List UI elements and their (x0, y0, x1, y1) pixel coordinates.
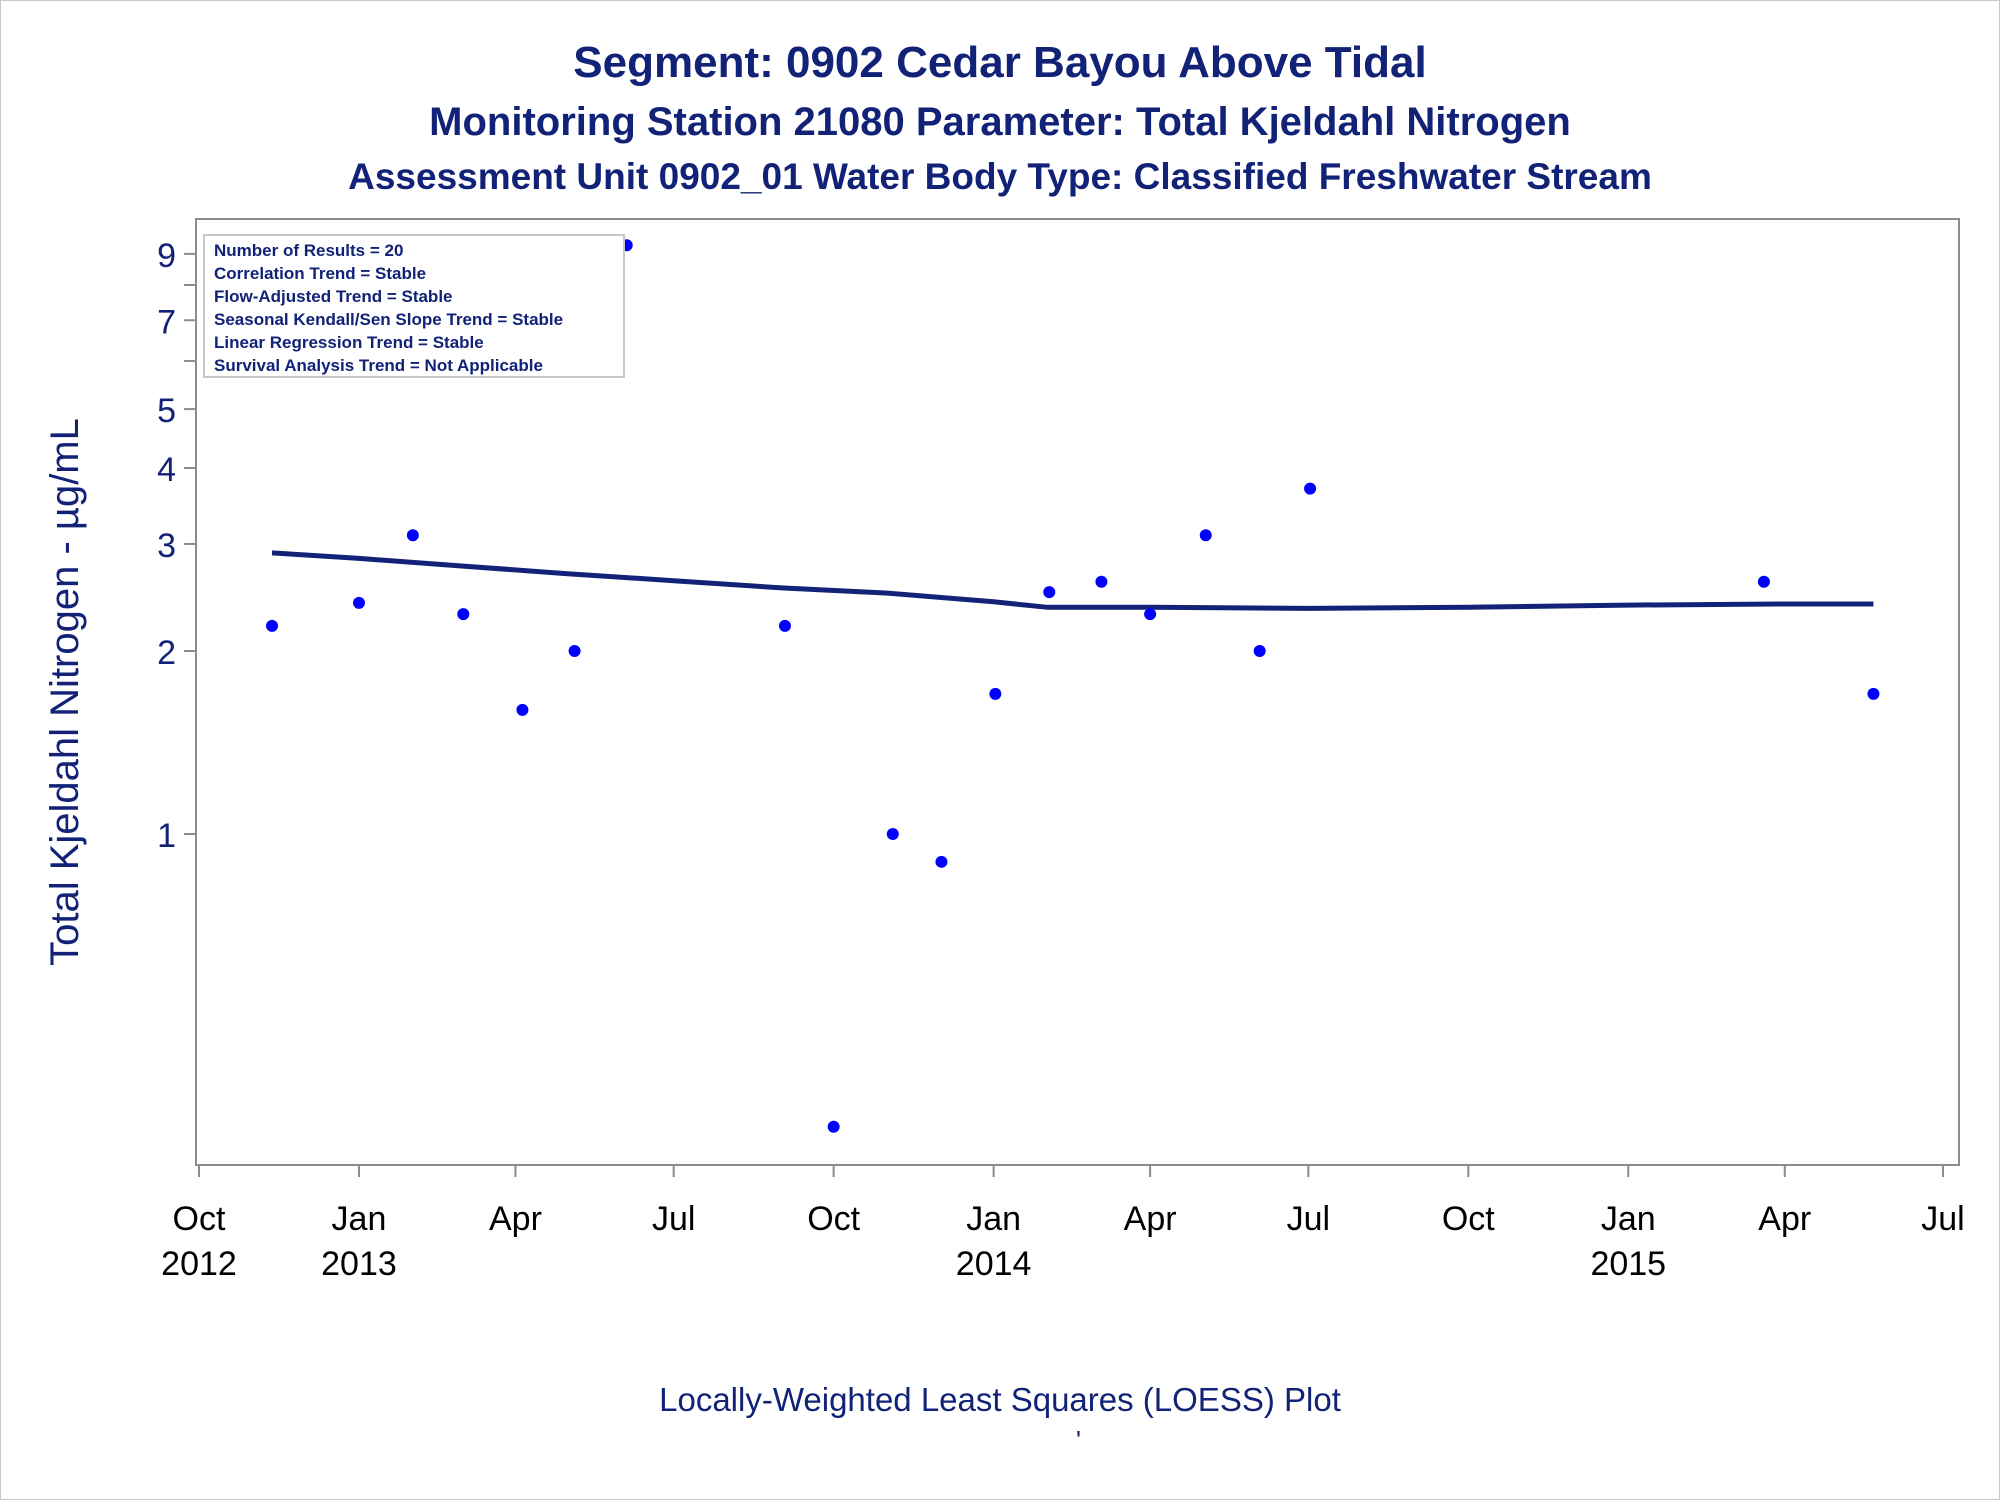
stats-box-frame (203, 234, 625, 378)
y-tick-label: 9 (157, 237, 176, 275)
x-tick-label: Jul (1287, 1200, 1330, 1238)
chart-subtitle: Monitoring Station 21080 Parameter: Tota… (429, 100, 1571, 144)
stat-seasonal-kendall-trend: Seasonal Kendall/Sen Slope Trend = Stabl… (214, 310, 563, 329)
data-point (989, 687, 1002, 700)
data-point (935, 855, 948, 868)
data-point (886, 828, 899, 840)
x-tick-label: Oct (807, 1200, 860, 1238)
x-tick-label: Jan (966, 1200, 1021, 1238)
y-axis: 1 2 3 4 5 7 9 (157, 237, 196, 855)
x-tick-label: Jan (332, 1200, 387, 1238)
y-tick-label: 4 (157, 451, 176, 489)
data-point (1095, 575, 1108, 588)
x-tick-year-label: 2014 (956, 1245, 1032, 1283)
data-point (778, 619, 791, 632)
x-tick-year-label: 2013 (321, 1245, 397, 1283)
chart-subtitle-2: Assessment Unit 0902_01 Water Body Type:… (348, 156, 1652, 197)
data-point (406, 529, 419, 542)
x-tick-label: Jul (1921, 1200, 1964, 1238)
y-tick-label: 5 (157, 392, 176, 430)
x-tick-year-label: 2015 (1590, 1245, 1666, 1283)
data-point (1757, 575, 1770, 588)
data-point (1043, 586, 1056, 599)
chart-title: Segment: 0902 Cedar Bayou Above Tidal (573, 38, 1427, 87)
x-axis: Oct 2012 Jan 2013 Apr Jul Oct Jan 2014 Apr Jul Oct J… (161, 1164, 1965, 1283)
x-tick-label: Oct (1442, 1200, 1495, 1238)
data-point (827, 1120, 840, 1133)
plot-footnote: Locally-Weighted Least Squares (LOESS) P… (659, 1381, 1341, 1418)
stat-correlation-trend: Correlation Trend = Stable (214, 264, 426, 283)
x-tick-label: Apr (489, 1200, 542, 1238)
x-tick-label: Apr (1758, 1200, 1811, 1238)
data-point (516, 703, 529, 716)
data-point (1867, 687, 1880, 700)
x-tick-label: Jan (1601, 1200, 1656, 1238)
data-point (1253, 645, 1266, 657)
data-point (1304, 482, 1317, 495)
stat-number-of-results: Number of Results = 20 (214, 241, 403, 260)
data-point (1144, 608, 1157, 621)
stat-survival-analysis-trend: Survival Analysis Trend = Not Applicable (214, 356, 543, 375)
stat-linear-regression-trend: Linear Regression Trend = Stable (214, 333, 484, 352)
x-tick-label: Jul (652, 1200, 695, 1238)
stats-box: Number of Results = 20 Correlation Trend… (203, 234, 625, 378)
y-tick-label: 1 (157, 817, 176, 855)
data-point (1199, 529, 1212, 542)
data-point (266, 619, 279, 632)
y-tick-label: 2 (157, 634, 176, 672)
data-point (352, 596, 365, 609)
stat-flow-adjusted-trend: Flow-Adjusted Trend = Stable (214, 287, 453, 306)
data-point (457, 608, 470, 621)
data-point (568, 645, 581, 657)
x-tick-year-label: 2012 (161, 1245, 237, 1283)
y-tick-label: 7 (157, 303, 176, 341)
x-tick-label: Apr (1124, 1200, 1177, 1238)
y-axis-label: Total Kjeldahl Nitrogen - µg/mL (43, 418, 87, 966)
x-tick-label: Oct (173, 1200, 226, 1238)
loess-line (271, 550, 1874, 611)
y-tick-label: 3 (157, 527, 176, 565)
footnote-mark: ' (1076, 1425, 1081, 1455)
